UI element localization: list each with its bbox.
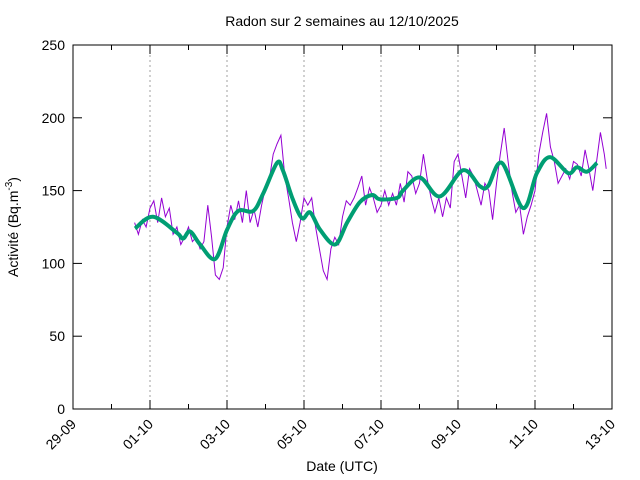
- x-tick-label-2: 03-10: [196, 416, 233, 453]
- x-tick-label-6: 11-10: [505, 416, 541, 452]
- y-tick-label-1: 50: [49, 328, 65, 344]
- x-tick-label-7: 13-10: [581, 416, 618, 453]
- y-tick-label-4: 200: [42, 110, 66, 126]
- x-tick-label-4: 07-10: [350, 416, 387, 453]
- x-axis-label: Date (UTC): [306, 458, 378, 474]
- x-tick-label-0: 29-09: [42, 416, 79, 453]
- plot-frame: [72, 44, 613, 410]
- series-line-smooth: [133, 155, 599, 262]
- y-tick-label-5: 250: [42, 37, 66, 53]
- y-axis-label-main: Activité (Bq.m: [5, 191, 21, 277]
- grid-lines: [149, 45, 536, 409]
- y-tick-label-2: 100: [42, 255, 66, 271]
- y-axis-label-end: ): [5, 177, 21, 182]
- x-tick-label-5: 09-10: [427, 416, 464, 453]
- x-tick-label-1: 01-10: [119, 416, 156, 453]
- y-axis-label: Activité (Bq.m-3): [4, 177, 21, 277]
- chart-title: Radon sur 2 semaines au 12/10/2025: [225, 13, 459, 29]
- y-axis-label-sup: -3: [4, 181, 15, 190]
- y-tick-label-0: 0: [57, 401, 65, 417]
- y-tick-label-3: 150: [42, 183, 66, 199]
- series-group: [133, 113, 607, 282]
- x-tick-label-3: 05-10: [273, 416, 310, 453]
- series-line-raw: [134, 113, 607, 282]
